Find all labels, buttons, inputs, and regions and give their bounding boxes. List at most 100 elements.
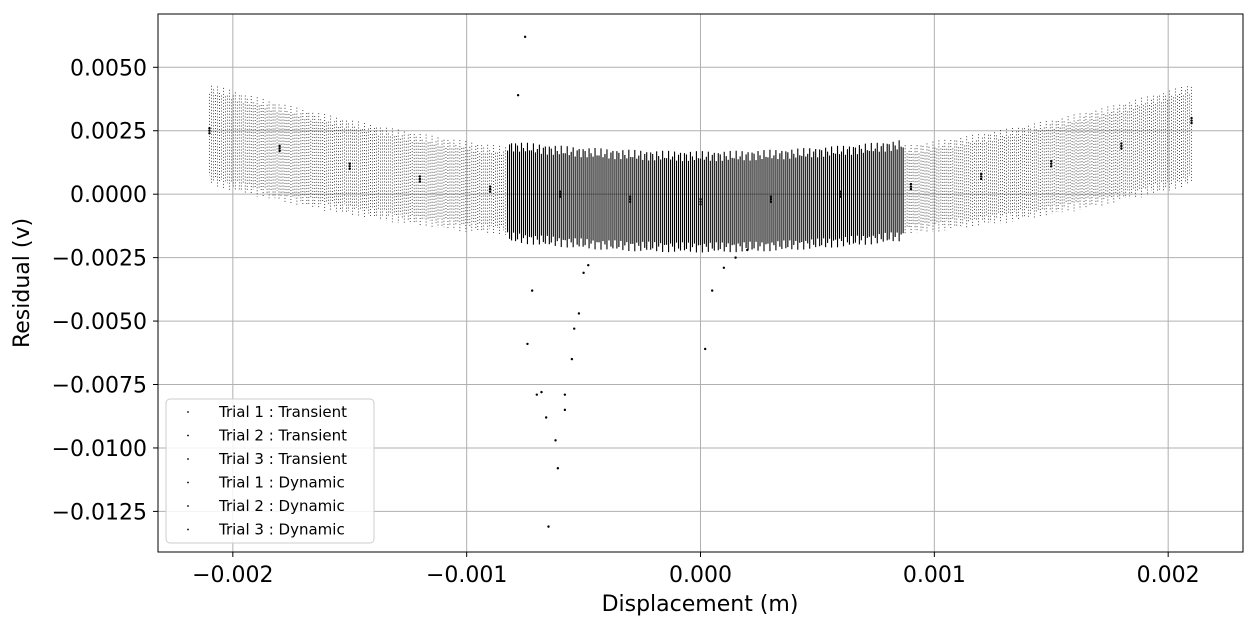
legend-marker (187, 505, 189, 507)
y-tick-label: −0.0025 (52, 247, 147, 272)
data-point (558, 195, 562, 198)
legend: Trial 1 : Transient Trial 2 : Transient Tr… (165, 398, 375, 544)
data-point (488, 185, 492, 188)
data-point (909, 182, 913, 186)
legend-marker (187, 481, 189, 484)
x-axis-label: Displacement (m) (602, 592, 799, 617)
data-point (769, 198, 772, 201)
data-point (629, 198, 632, 201)
data-point (1120, 147, 1123, 150)
y-tick-label: 0.0000 (70, 183, 147, 208)
data-point (540, 390, 543, 394)
y-tick-label: −0.0050 (52, 310, 147, 335)
x-tick-label: −0.002 (192, 563, 273, 588)
legend-box (165, 398, 375, 544)
data-point (418, 180, 422, 183)
data-point (523, 35, 527, 39)
data-point (769, 195, 772, 198)
data-point (348, 165, 351, 168)
data-point (587, 264, 590, 267)
data-point (488, 187, 492, 191)
data-point (488, 190, 492, 193)
data-point (979, 177, 983, 181)
data-point (839, 192, 843, 196)
data-point (839, 195, 843, 198)
data-point (418, 175, 422, 178)
data-point (208, 129, 211, 132)
legend-items: Trial 1 : Transient Trial 2 : Transient Tr… (187, 403, 347, 539)
data-point (710, 289, 714, 292)
legend-marker (187, 411, 189, 413)
data-point (558, 190, 562, 193)
data-point (909, 187, 913, 191)
data-point (526, 342, 529, 346)
data-point (909, 185, 913, 188)
data-point (348, 162, 351, 165)
x-tick-label: 0.000 (669, 563, 732, 588)
y-tick-label: −0.0125 (52, 500, 147, 525)
y-tick-label: 0.0025 (70, 120, 147, 145)
data-point (734, 256, 737, 259)
data-point (1120, 142, 1123, 145)
data-point (530, 289, 534, 292)
data-point (1050, 159, 1053, 163)
data-point (1190, 121, 1193, 125)
data-point (582, 271, 585, 275)
data-point (629, 200, 632, 203)
x-tick-label: −0.001 (426, 563, 507, 588)
data-point (769, 200, 772, 203)
legend-label: Trial 2 : Transient (218, 427, 347, 445)
legend-marker (187, 528, 189, 531)
data-point (1190, 116, 1193, 120)
data-band (209, 85, 1192, 253)
data-point (278, 147, 281, 150)
y-tick-label: −0.0075 (52, 374, 147, 399)
data-point (516, 94, 520, 97)
data-point (348, 167, 351, 171)
data-point (418, 177, 422, 181)
legend-marker (187, 458, 189, 460)
data-point (1190, 119, 1193, 122)
y-tick-label: 0.0050 (70, 56, 147, 81)
legend-label: Trial 3 : Dynamic (218, 521, 345, 539)
data-point (699, 203, 702, 206)
data-point (979, 175, 983, 178)
x-axis-ticks: −0.002 −0.001 0.000 0.001 0.002 (192, 552, 1200, 588)
y-axis-ticks: 0.0050 0.0025 0.0000 −0.0025 −0.0050 −0.0075 −… (52, 56, 158, 525)
data-points (208, 35, 1193, 528)
legend-marker (187, 434, 189, 437)
data-point (544, 416, 548, 419)
data-point (839, 190, 843, 193)
legend-label: Trial 1 : Transient (218, 403, 347, 421)
data-point (556, 467, 560, 470)
x-tick-label: 0.001 (903, 563, 966, 588)
y-tick-label: −0.0100 (52, 437, 147, 462)
data-point (278, 149, 281, 153)
x-tick-label: 0.002 (1137, 563, 1200, 588)
data-point (722, 266, 726, 269)
data-point (1050, 162, 1053, 165)
data-point (535, 393, 539, 396)
data-point (563, 393, 567, 396)
data-point (558, 192, 562, 196)
data-point (570, 357, 574, 361)
data-point (1050, 165, 1053, 168)
data-point (699, 198, 702, 201)
data-point (577, 312, 581, 315)
data-point (1120, 144, 1123, 148)
data-point (746, 248, 749, 252)
data-point (208, 132, 211, 135)
legend-label: Trial 1 : Dynamic (218, 474, 345, 492)
legend-label: Trial 2 : Dynamic (218, 497, 345, 515)
data-point (208, 126, 211, 130)
data-point (573, 327, 576, 330)
y-axis-label: Residual (v) (10, 218, 35, 348)
legend-label: Trial 3 : Transient (218, 450, 347, 468)
data-point (699, 200, 702, 203)
data-point (703, 347, 707, 351)
data-point (547, 525, 550, 528)
data-point (563, 408, 567, 412)
data-point (629, 195, 632, 198)
data-point (554, 439, 557, 442)
